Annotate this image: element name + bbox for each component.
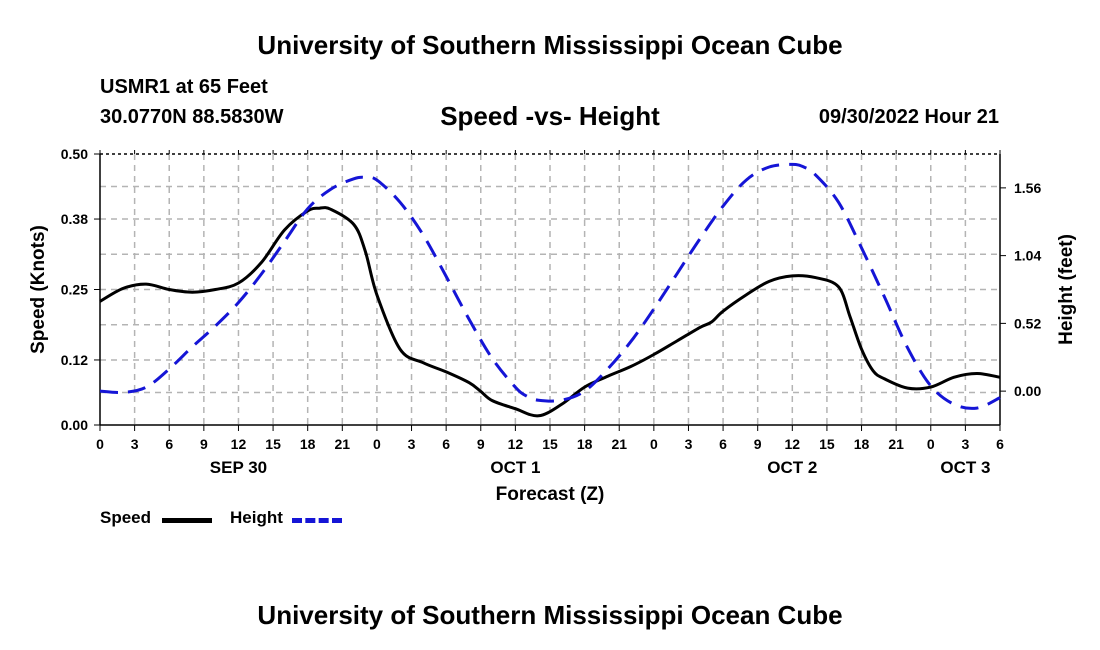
legend-speed-swatch <box>162 518 212 523</box>
x-tick-label: 9 <box>477 436 485 452</box>
x-tick-label: 0 <box>96 436 104 452</box>
legend-speed-label: Speed <box>100 508 152 527</box>
x-tick-label: 6 <box>442 436 450 452</box>
x-tick-label: 18 <box>854 436 870 452</box>
page-title: University of Southern Mississippi Ocean… <box>257 30 843 60</box>
grid <box>100 154 1000 425</box>
x-tick-label: 3 <box>961 436 969 452</box>
x-day-label: OCT 1 <box>490 458 540 477</box>
x-tick-label: 0 <box>650 436 658 452</box>
x-tick-label: 3 <box>408 436 416 452</box>
x-tick-label: 0 <box>373 436 381 452</box>
x-tick-label: 21 <box>611 436 627 452</box>
x-tick-label: 15 <box>542 436 558 452</box>
x-tick-label: 12 <box>785 436 801 452</box>
datetime-label: 09/30/2022 Hour 21 <box>818 106 999 128</box>
axis-labels: 0 3 6 9 12 15 18 21 0 3 6 9 12 15 18 21 0 3 6 9 12 15 18 21 0 3 6 0… <box>28 146 1077 505</box>
x-tick-label: 12 <box>231 436 247 452</box>
x-tick-label: 0 <box>927 436 935 452</box>
y-tick-label: 0.38 <box>61 211 88 227</box>
x-tick-label: 6 <box>996 436 1004 452</box>
y2-tick-label: 0.00 <box>1014 383 1041 399</box>
x-tick-label: 9 <box>200 436 208 452</box>
coordinates-label: 30.0770N 88.5830W <box>100 106 284 128</box>
series <box>99 162 1001 418</box>
x-tick-label: 9 <box>754 436 762 452</box>
x-day-label: OCT 3 <box>940 458 990 477</box>
y-tick-label: 0.25 <box>61 282 88 298</box>
x-tick-label: 15 <box>265 436 281 452</box>
y-axis-title: Speed (Knots) <box>28 225 49 354</box>
x-tick-label: 21 <box>888 436 904 452</box>
y2-tick-label: 1.04 <box>1014 248 1041 264</box>
station-label: USMR1 at 65 Feet <box>100 76 268 98</box>
x-tick-label: 15 <box>819 436 835 452</box>
y2-tick-label: 0.52 <box>1014 315 1041 331</box>
x-axis-title: Forecast (Z) <box>496 484 605 505</box>
x-day-label: SEP 30 <box>210 458 267 477</box>
series-line-height <box>99 162 1001 410</box>
legend-height-swatch <box>292 518 342 523</box>
x-tick-label: 12 <box>508 436 524 452</box>
x-tick-label: 3 <box>131 436 139 452</box>
footer-title: University of Southern Mississippi Ocean… <box>257 600 843 630</box>
y-tick-label: 0.50 <box>61 146 88 162</box>
axes <box>94 150 1006 431</box>
x-tick-label: 18 <box>577 436 593 452</box>
x-tick-label: 21 <box>335 436 351 452</box>
x-day-label: OCT 2 <box>767 458 817 477</box>
y2-axis-title: Height (feet) <box>1056 234 1077 345</box>
y2-tick-label: 1.56 <box>1014 180 1041 196</box>
y-tick-label: 0.12 <box>61 352 88 368</box>
x-tick-label: 6 <box>165 436 173 452</box>
legend-height-label: Height <box>230 508 283 527</box>
x-tick-label: 6 <box>719 436 727 452</box>
x-tick-label: 18 <box>300 436 316 452</box>
x-tick-label: 3 <box>685 436 693 452</box>
series-line-speed <box>99 206 1001 418</box>
chart-title: Speed -vs- Height <box>440 101 660 131</box>
y-tick-label: 0.00 <box>61 417 88 433</box>
